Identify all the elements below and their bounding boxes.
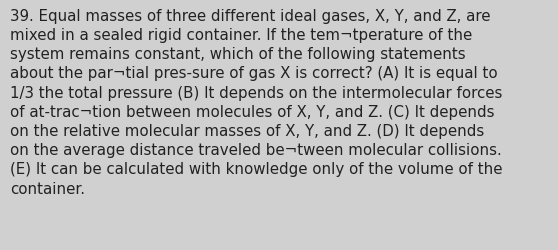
Text: 39. Equal masses of three different ideal gases, X, Y, and Z, are
mixed in a sea: 39. Equal masses of three different idea… [10, 9, 503, 196]
